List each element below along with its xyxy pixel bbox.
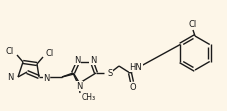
Text: O: O: [130, 82, 136, 91]
Text: N: N: [76, 81, 82, 90]
Text: HN: HN: [130, 62, 142, 71]
Text: Cl: Cl: [6, 47, 14, 56]
Text: CH₃: CH₃: [82, 92, 96, 101]
Text: Cl: Cl: [189, 20, 197, 29]
Text: S: S: [107, 68, 112, 77]
Text: N: N: [43, 73, 49, 82]
Text: Cl: Cl: [46, 49, 54, 57]
Text: N: N: [8, 72, 14, 81]
Text: N: N: [90, 56, 96, 64]
Text: N: N: [74, 56, 80, 64]
